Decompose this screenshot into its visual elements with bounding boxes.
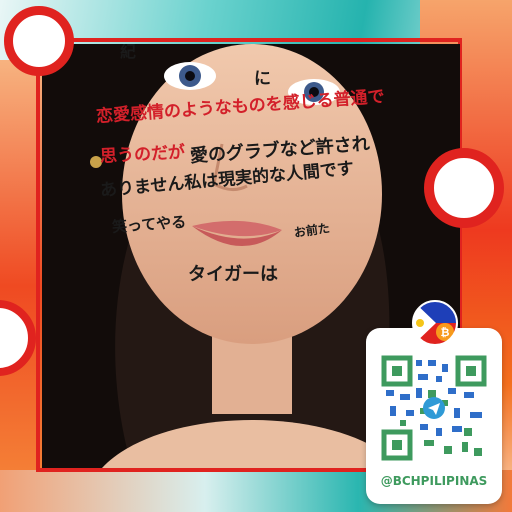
- philippine-flag-bitcoin-icon: ₿: [412, 300, 458, 346]
- red-frame: [36, 38, 462, 472]
- overlay-text-line: 紀: [120, 44, 137, 61]
- red-ring-right: [424, 148, 504, 228]
- qr-handle-text: @BCHPILIPINAS: [380, 474, 488, 488]
- qr-card: @BCHPILIPINAS: [366, 328, 502, 504]
- overlay-text-line: 思うのだが: [99, 142, 186, 167]
- overlay-text-line: タイガーは: [188, 264, 278, 285]
- portrait-illustration: [42, 44, 460, 468]
- portrait-photo: 紀 に 恋愛感情のようなものを感じる普通で 思うのだが 愛のグラブなど許され あ…: [42, 44, 460, 468]
- red-ring-top-left: [4, 6, 74, 76]
- svg-text:₿: ₿: [441, 326, 450, 339]
- qr-code-icon: [381, 355, 487, 461]
- overlay-text-line: に: [254, 69, 271, 89]
